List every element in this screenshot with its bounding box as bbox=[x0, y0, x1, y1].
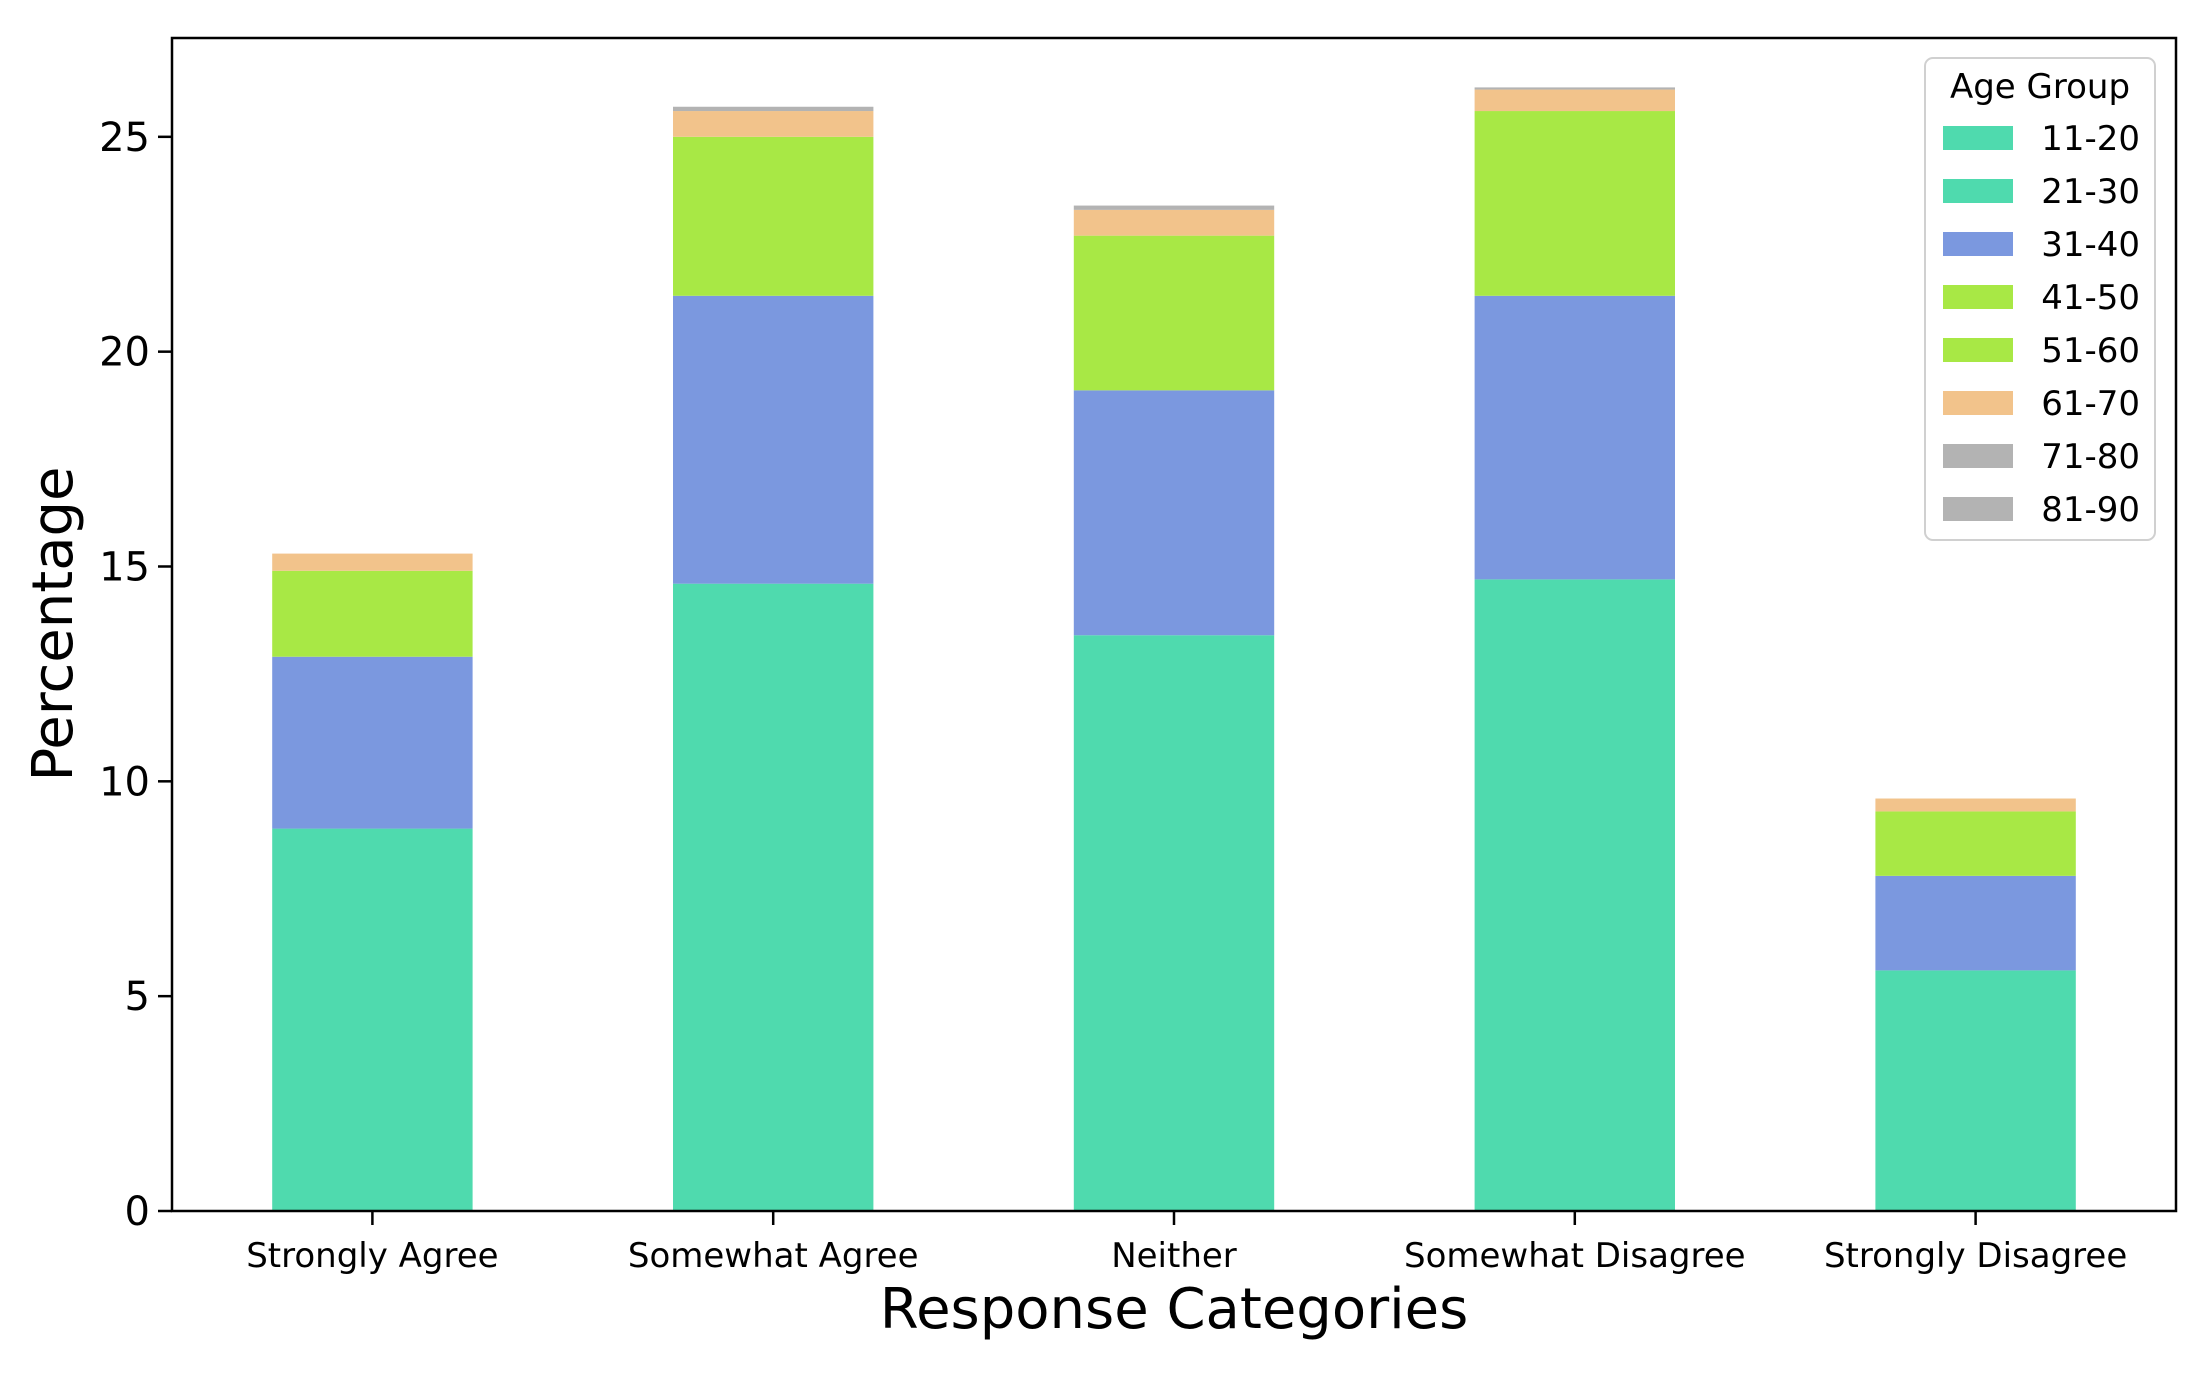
legend-title: Age Group bbox=[1950, 67, 2130, 107]
x-axis-title: Response Categories bbox=[880, 1277, 1469, 1342]
y-tick-label: 25 bbox=[99, 115, 150, 161]
legend-label: 31-40 bbox=[2041, 225, 2140, 265]
legend-swatch bbox=[1943, 232, 2013, 256]
legend-label: 21-30 bbox=[2041, 172, 2140, 212]
y-tick-label: 15 bbox=[99, 544, 150, 590]
bar-segment bbox=[673, 111, 874, 137]
bar-segment bbox=[673, 136, 874, 296]
legend-swatch bbox=[1943, 179, 2013, 203]
y-tick-label: 20 bbox=[99, 330, 150, 376]
y-axis-title: Percentage bbox=[21, 466, 86, 781]
y-tick-label: 5 bbox=[125, 974, 150, 1020]
legend-swatch bbox=[1943, 391, 2013, 415]
bar-segment bbox=[1474, 89, 1675, 112]
y-tick-label: 0 bbox=[125, 1189, 150, 1235]
x-axis: Strongly Agree Somewhat Agree Neither Somew… bbox=[246, 1211, 2127, 1276]
y-tick-label: 10 bbox=[99, 759, 150, 805]
bar-segment bbox=[1474, 295, 1675, 580]
bars-layer bbox=[272, 87, 2076, 1211]
bar-segment bbox=[1875, 811, 2076, 876]
bar-segment bbox=[272, 553, 473, 571]
legend-box bbox=[1924, 57, 2156, 541]
legend-label: 61-70 bbox=[2041, 384, 2140, 424]
x-tick-label: Somewhat Agree bbox=[628, 1236, 919, 1276]
legend-items: 11-20 21-30 31-40 41-50 51-60 61-70 71-80 81-90 bbox=[1943, 119, 2140, 530]
bar-segment bbox=[673, 583, 874, 1211]
legend-label: 51-60 bbox=[2041, 331, 2140, 371]
legend-label: 71-80 bbox=[2041, 437, 2140, 477]
bar-segment bbox=[1474, 111, 1675, 296]
bar-segment bbox=[1073, 390, 1275, 636]
x-tick-label: Somewhat Disagree bbox=[1404, 1236, 1746, 1276]
legend-label: 41-50 bbox=[2041, 278, 2140, 318]
bar-segment bbox=[1073, 205, 1275, 210]
y-axis: 0 5 10 15 20 25 bbox=[99, 115, 172, 1235]
legend-swatch bbox=[1943, 285, 2013, 309]
legend-swatch bbox=[1943, 338, 2013, 362]
bar-segment bbox=[1474, 579, 1675, 1211]
bar-segment bbox=[673, 295, 874, 584]
legend-label: 11-20 bbox=[2041, 119, 2140, 159]
legend-label: 81-90 bbox=[2041, 490, 2140, 530]
bar-segment bbox=[272, 656, 473, 829]
bar-segment bbox=[1073, 235, 1275, 391]
bar-segment bbox=[1875, 875, 2076, 971]
x-tick-label: Strongly Agree bbox=[246, 1236, 498, 1276]
x-tick-label: Neither bbox=[1111, 1236, 1237, 1276]
x-tick-label: Strongly Disagree bbox=[1824, 1236, 2127, 1276]
legend[interactable]: Age Group 11-20 21-30 31-40 41-50 51-60 61-70… bbox=[1924, 57, 2156, 541]
legend-swatch bbox=[1943, 444, 2013, 468]
bar-segment bbox=[272, 828, 473, 1211]
bar-segment bbox=[272, 570, 473, 657]
bar-segment bbox=[1875, 798, 2076, 812]
bar-segment bbox=[673, 106, 874, 112]
bar-segment bbox=[1073, 209, 1275, 236]
bar-segment bbox=[1474, 87, 1675, 90]
legend-swatch bbox=[1943, 126, 2013, 150]
bar-segment bbox=[1875, 970, 2076, 1211]
bar-segment bbox=[1073, 635, 1275, 1211]
legend-swatch bbox=[1943, 497, 2013, 521]
